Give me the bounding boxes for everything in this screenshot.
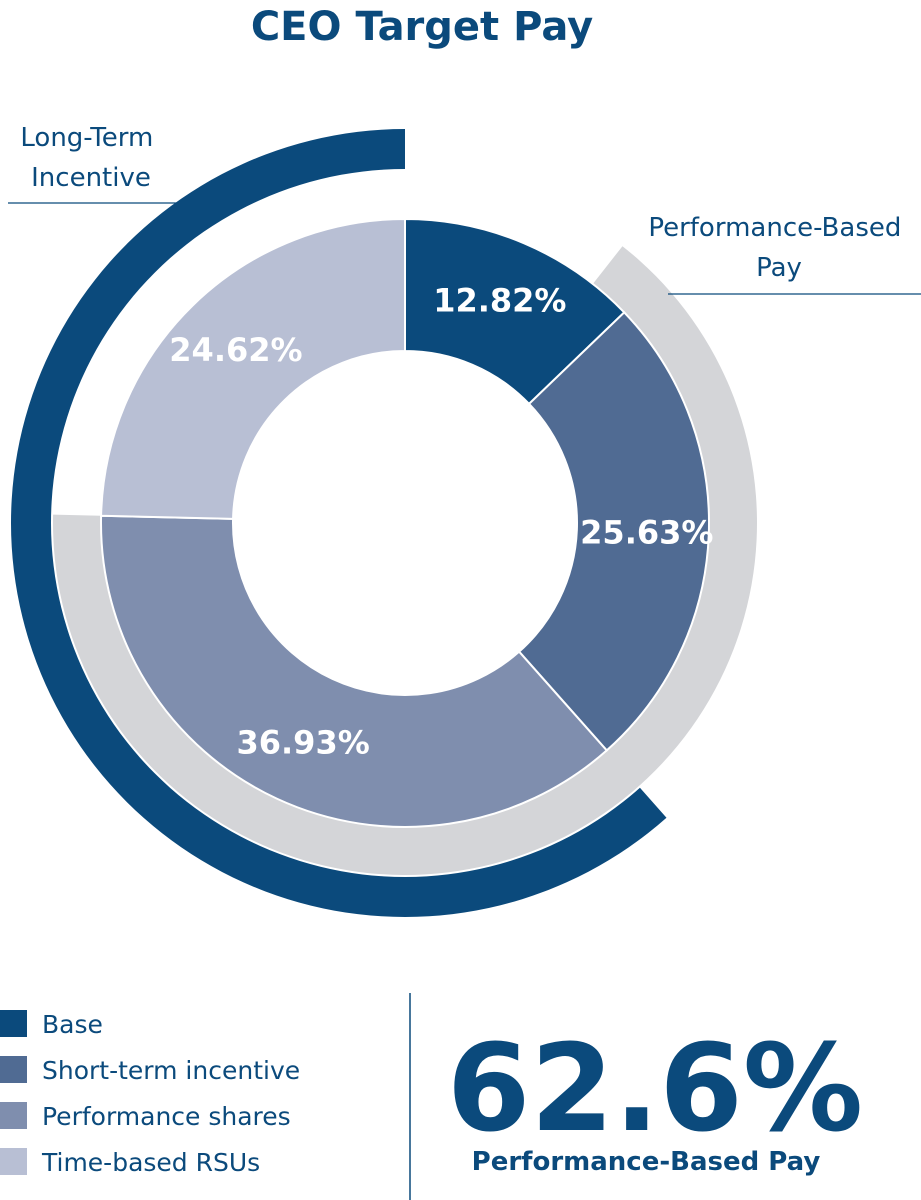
slice-label-short-term-incentive: 25.63% [580,514,713,552]
slice-time-based-rsus [100,217,406,520]
summary-caption: Performance-Based Pay [472,1147,821,1177]
legend-swatch-performance-shares [0,1102,27,1129]
slice-label-base: 12.82% [433,281,566,319]
performance-based-pay-label-line-1: Performance-Based [648,213,901,243]
slice-label-performance-shares: 36.93% [236,724,369,762]
legend-label-short-term-incentive: Short-term incentive [42,1056,300,1085]
slice-short-term-incentive [517,310,710,752]
legend-item-base: Base [0,1010,103,1039]
legend-label-performance-shares: Performance shares [42,1102,291,1131]
legend: Base Short-term incentive Performance sh… [0,1010,300,1177]
legend-swatch-short-term-incentive [0,1056,27,1083]
legend-swatch-base [0,1010,27,1037]
long-term-incentive-label-line-1: Long-Term [20,123,153,153]
summary-value: 62.6% [447,1020,863,1159]
long-term-incentive-arc [10,129,667,918]
long-term-incentive-label-line-2: Incentive [31,163,151,193]
performance-based-pay-label: Performance-Based Pay [648,213,909,283]
legend-label-base: Base [42,1010,103,1039]
legend-item-performance-shares: Performance shares [0,1102,291,1131]
slice-labels: 12.82% 25.63% 36.93% 24.62% [169,281,713,761]
long-term-incentive-label: Long-Term Incentive [20,123,161,193]
long-term-incentive-ring [10,129,667,918]
slice-label-time-based-rsus: 24.62% [169,331,302,369]
donut-slices [100,217,710,828]
legend-swatch-time-based-rsus [0,1148,27,1175]
legend-item-time-based-rsus: Time-based RSUs [0,1148,260,1177]
legend-item-short-term-incentive: Short-term incentive [0,1056,300,1085]
performance-based-pay-label-line-2: Pay [756,253,802,283]
legend-label-time-based-rsus: Time-based RSUs [41,1148,260,1177]
chart-title: CEO Target Pay [251,4,593,50]
slice-performance-shares [100,514,609,828]
